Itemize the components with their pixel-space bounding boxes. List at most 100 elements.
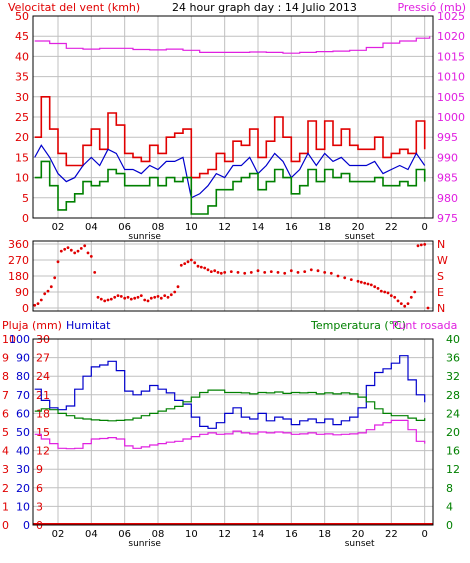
humidity-time-tick: 22 xyxy=(385,529,398,540)
middle-tick: 12 xyxy=(36,445,50,458)
direction-point xyxy=(416,244,420,248)
direction-compass-tick: E xyxy=(437,286,444,299)
pressure-ticks: 975 980 985 990 995 1000 1005 1010 1015 1020 1025 xyxy=(437,10,465,225)
temperature-tick: 20 xyxy=(446,426,460,439)
direction-point xyxy=(373,285,377,289)
humidity-tick: 80 xyxy=(16,370,30,383)
middle-tick: 9 xyxy=(36,463,43,476)
direction-degree-tick: 90 xyxy=(15,286,29,299)
temperature-series-line xyxy=(34,389,426,422)
direction-point xyxy=(39,298,43,302)
humidity-time-ticks: 02 04 06 08 10 12 14 16 18 20 22 0 xyxy=(52,529,428,540)
direction-point xyxy=(219,271,223,275)
direction-point xyxy=(96,295,100,299)
pressure-tick: 975 xyxy=(437,212,458,225)
direction-compass-tick: W xyxy=(437,254,448,267)
temperature-tick: 32 xyxy=(446,370,460,383)
direction-points xyxy=(33,243,430,310)
direction-point xyxy=(369,283,373,287)
rain-tick: 5 xyxy=(2,426,9,439)
direction-point xyxy=(423,243,427,246)
pressure-axis-label: Pressió (mb) xyxy=(397,1,466,14)
direction-degree-tick: 360 xyxy=(8,238,29,251)
direction-point xyxy=(289,269,293,273)
temperature-tick: 40 xyxy=(446,333,460,346)
wind-time-tick: 18 xyxy=(318,222,331,233)
rain-tick: 4 xyxy=(2,445,9,458)
pressure-tick: 1000 xyxy=(437,111,465,124)
direction-point xyxy=(76,249,80,253)
direction-point xyxy=(166,295,170,299)
direction-point xyxy=(73,251,77,255)
humidity-tick: 10 xyxy=(16,500,30,513)
rain-axis-label: Pluja (mm) xyxy=(2,319,62,332)
direction-point xyxy=(116,294,120,297)
direction-point xyxy=(303,270,307,273)
pressure-tick: 995 xyxy=(437,131,458,144)
direction-point xyxy=(99,297,103,301)
middle-tick: 24 xyxy=(36,370,50,383)
direction-point xyxy=(49,285,53,289)
dewpoint-series-line xyxy=(34,419,426,450)
humidity-time-tick: 16 xyxy=(285,529,298,540)
wind-speed-tick: 35 xyxy=(15,71,29,84)
humidity-tick: 0 xyxy=(23,519,30,532)
direction-point xyxy=(153,295,157,299)
direction-point xyxy=(56,260,60,264)
middle-tick: 6 xyxy=(36,482,43,495)
direction-degree-ticks: 360 270 180 90 0 xyxy=(8,238,29,315)
wind-speed-tick: 0 xyxy=(22,212,29,225)
humidity-tick: 90 xyxy=(16,352,30,365)
rain-tick: 1 xyxy=(2,500,9,513)
direction-compass-tick: N xyxy=(437,238,445,251)
direction-point xyxy=(356,279,360,283)
wind-speed-tick: 15 xyxy=(15,151,29,164)
direction-point xyxy=(143,298,147,302)
wind-speed-ticks: 0 5 10 15 20 25 30 35 40 45 50 xyxy=(15,10,29,225)
temperature-tick: 16 xyxy=(446,445,460,458)
pressure-tick: 1005 xyxy=(437,91,465,104)
direction-point xyxy=(59,249,63,253)
direction-point xyxy=(366,282,370,286)
direction-point xyxy=(46,289,50,293)
direction-point xyxy=(163,294,167,297)
rain-tick: 3 xyxy=(2,463,9,476)
direction-point xyxy=(183,262,187,265)
direction-compass-tick: N xyxy=(437,302,445,315)
humidity-axis-label: Humitat xyxy=(66,319,111,332)
wind-time-tick: 22 xyxy=(385,222,398,233)
humidity-tick: 70 xyxy=(16,389,30,402)
direction-point xyxy=(193,261,197,265)
direction-point xyxy=(379,289,383,293)
direction-point xyxy=(276,271,280,274)
wind-speed-tick: 40 xyxy=(15,50,29,63)
wind-time-tick: 0 xyxy=(421,222,427,233)
direction-point xyxy=(359,280,363,284)
direction-point xyxy=(413,290,417,294)
humidity-time-tick: 20 xyxy=(352,529,365,540)
direction-point xyxy=(129,297,133,301)
direction-point xyxy=(229,270,233,273)
direction-point xyxy=(403,304,407,308)
wind-frame xyxy=(32,15,434,219)
direction-degree-tick: 180 xyxy=(8,270,29,283)
graph-title: 24 hour graph day : 14 Julio 2013 xyxy=(172,1,357,14)
wind-speed-axis-label: Velocitat del vent (kmh) xyxy=(8,1,140,14)
direction-point xyxy=(336,274,340,278)
direction-point xyxy=(196,264,200,268)
middle-tick: 21 xyxy=(36,389,50,402)
wind-time-tick: 12 xyxy=(218,222,231,233)
direction-point xyxy=(136,295,140,299)
wind-time-tick: 08 xyxy=(152,222,165,233)
wind-speed-tick: 5 xyxy=(22,192,29,205)
humidity-temperature-series xyxy=(33,355,433,525)
wind-time-tick: 16 xyxy=(285,222,298,233)
direction-point xyxy=(123,296,127,300)
direction-point xyxy=(316,269,320,273)
rain-tick: 10 xyxy=(2,333,16,346)
humidity-ticks: 0 10 20 30 40 50 60 70 80 90 100 xyxy=(9,333,30,532)
average-series-line xyxy=(34,144,426,199)
humidity-time-tick: 08 xyxy=(152,529,165,540)
temperature-tick: 12 xyxy=(446,463,460,476)
